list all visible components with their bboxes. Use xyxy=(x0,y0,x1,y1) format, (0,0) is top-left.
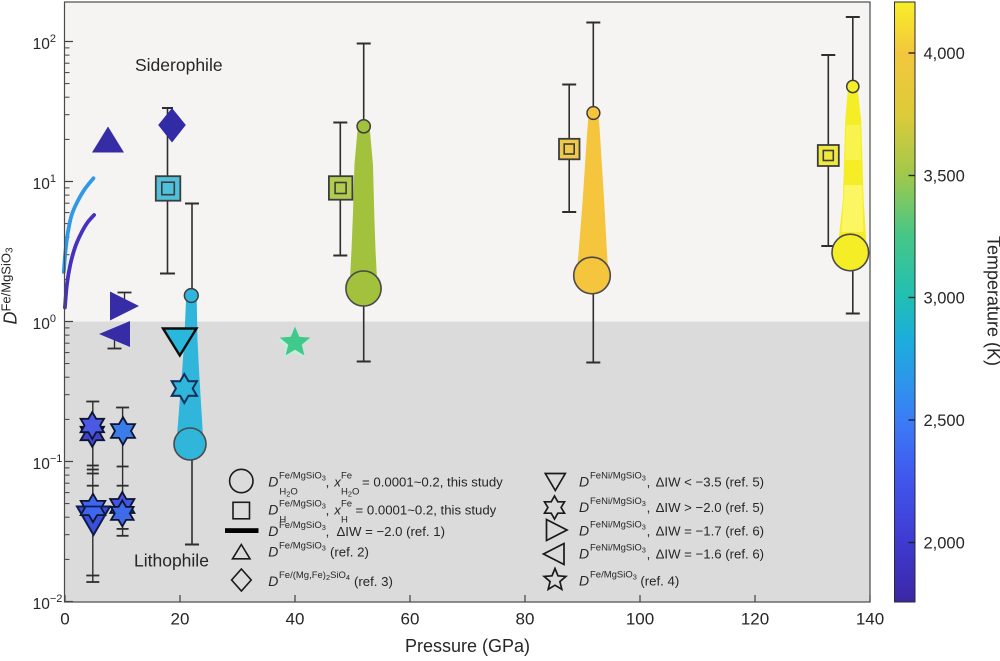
svg-text:20: 20 xyxy=(171,610,190,629)
svg-text:,: , xyxy=(647,524,651,539)
svg-text:60: 60 xyxy=(401,610,420,629)
svg-text:O: O xyxy=(352,486,359,497)
svg-text:(ref. 4): (ref. 4) xyxy=(640,574,679,589)
svg-text:Fe/MgSiO: Fe/MgSiO xyxy=(279,520,322,531)
svg-text:= 0.0001~0.2, this study: = 0.0001~0.2, this study xyxy=(362,475,503,490)
svg-text:ΔIW > −2.0 (ref. 5): ΔIW > −2.0 (ref. 5) xyxy=(656,500,764,515)
svg-text:3,000: 3,000 xyxy=(924,290,965,308)
svg-text:FeNi/MgSiO: FeNi/MgSiO xyxy=(590,543,642,554)
svg-text:,: , xyxy=(647,500,651,515)
svg-text:D: D xyxy=(579,546,589,562)
svg-text:FeNi/MgSiO: FeNi/MgSiO xyxy=(590,471,642,482)
svg-text:D: D xyxy=(268,573,278,589)
svg-text:2,500: 2,500 xyxy=(924,412,965,430)
svg-text:,: , xyxy=(326,475,330,490)
svg-text:D: D xyxy=(268,523,278,539)
svg-text:D: D xyxy=(579,573,589,589)
svg-text:3,500: 3,500 xyxy=(924,168,965,186)
svg-text:D: D xyxy=(579,499,589,515)
svg-text:ΔIW = −1.7 (ref. 6): ΔIW = −1.7 (ref. 6) xyxy=(656,524,764,539)
svg-text:,: , xyxy=(326,524,330,539)
svg-text:3: 3 xyxy=(322,544,326,553)
svg-text:O: O xyxy=(290,486,297,497)
svg-text:,: , xyxy=(326,503,330,518)
svg-text:3: 3 xyxy=(642,546,646,555)
svg-text:80: 80 xyxy=(516,610,535,629)
svg-text:ΔIW = −1.6 (ref. 6): ΔIW = −1.6 (ref. 6) xyxy=(656,547,764,562)
svg-text:Fe: Fe xyxy=(341,471,352,482)
svg-text:4: 4 xyxy=(346,573,350,582)
svg-text:x: x xyxy=(333,475,341,490)
svg-text:= 0.0001~0.2, this study: = 0.0001~0.2, this study xyxy=(356,503,497,518)
svg-text:Fe/MgSiO: Fe/MgSiO xyxy=(279,471,322,482)
svg-text:,: , xyxy=(647,475,651,490)
svg-text:3: 3 xyxy=(633,573,637,582)
svg-text:120: 120 xyxy=(741,610,769,629)
svg-text:0: 0 xyxy=(60,610,69,629)
svg-text:40: 40 xyxy=(286,610,305,629)
svg-text:D: D xyxy=(579,474,589,490)
svg-text:Fe/MgSiO: Fe/MgSiO xyxy=(279,541,322,552)
svg-text:ΔIW = −2.0 (ref. 1): ΔIW = −2.0 (ref. 1) xyxy=(337,524,445,539)
svg-text:100: 100 xyxy=(626,610,654,629)
svg-text:Pressure (GPa): Pressure (GPa) xyxy=(405,636,530,656)
svg-text:3: 3 xyxy=(642,523,646,532)
svg-text:D: D xyxy=(268,474,278,490)
svg-text:(ref. 2): (ref. 2) xyxy=(330,545,369,560)
svg-text:Fe: Fe xyxy=(341,499,352,510)
svg-text:(ref. 3): (ref. 3) xyxy=(354,574,393,589)
svg-text:2,000: 2,000 xyxy=(924,535,965,553)
svg-text:x: x xyxy=(333,503,341,518)
svg-text:D: D xyxy=(268,544,278,560)
svg-text:3: 3 xyxy=(642,474,646,483)
svg-text:ΔIW < −3.5 (ref. 5): ΔIW < −3.5 (ref. 5) xyxy=(656,475,764,490)
svg-text:D: D xyxy=(579,523,589,539)
svg-text:4,000: 4,000 xyxy=(924,45,965,63)
svg-text:Siderophile: Siderophile xyxy=(135,55,223,75)
svg-text:Lithophile: Lithophile xyxy=(134,551,209,571)
svg-text:SiO: SiO xyxy=(330,570,346,581)
svg-text:Temperature (K): Temperature (K) xyxy=(984,236,1000,366)
svg-text:Fe/MgSiO: Fe/MgSiO xyxy=(590,570,633,581)
svg-text:FeNi/MgSiO: FeNi/MgSiO xyxy=(590,496,642,507)
svg-text:3: 3 xyxy=(642,499,646,508)
svg-text:Fe/(Mg,Fe): Fe/(Mg,Fe) xyxy=(279,570,326,581)
svg-text:Fe/MgSiO: Fe/MgSiO xyxy=(279,499,322,510)
svg-text:140: 140 xyxy=(856,610,884,629)
svg-text:FeNi/MgSiO: FeNi/MgSiO xyxy=(590,520,642,531)
svg-text:,: , xyxy=(647,547,651,562)
svg-text:D: D xyxy=(268,502,278,518)
